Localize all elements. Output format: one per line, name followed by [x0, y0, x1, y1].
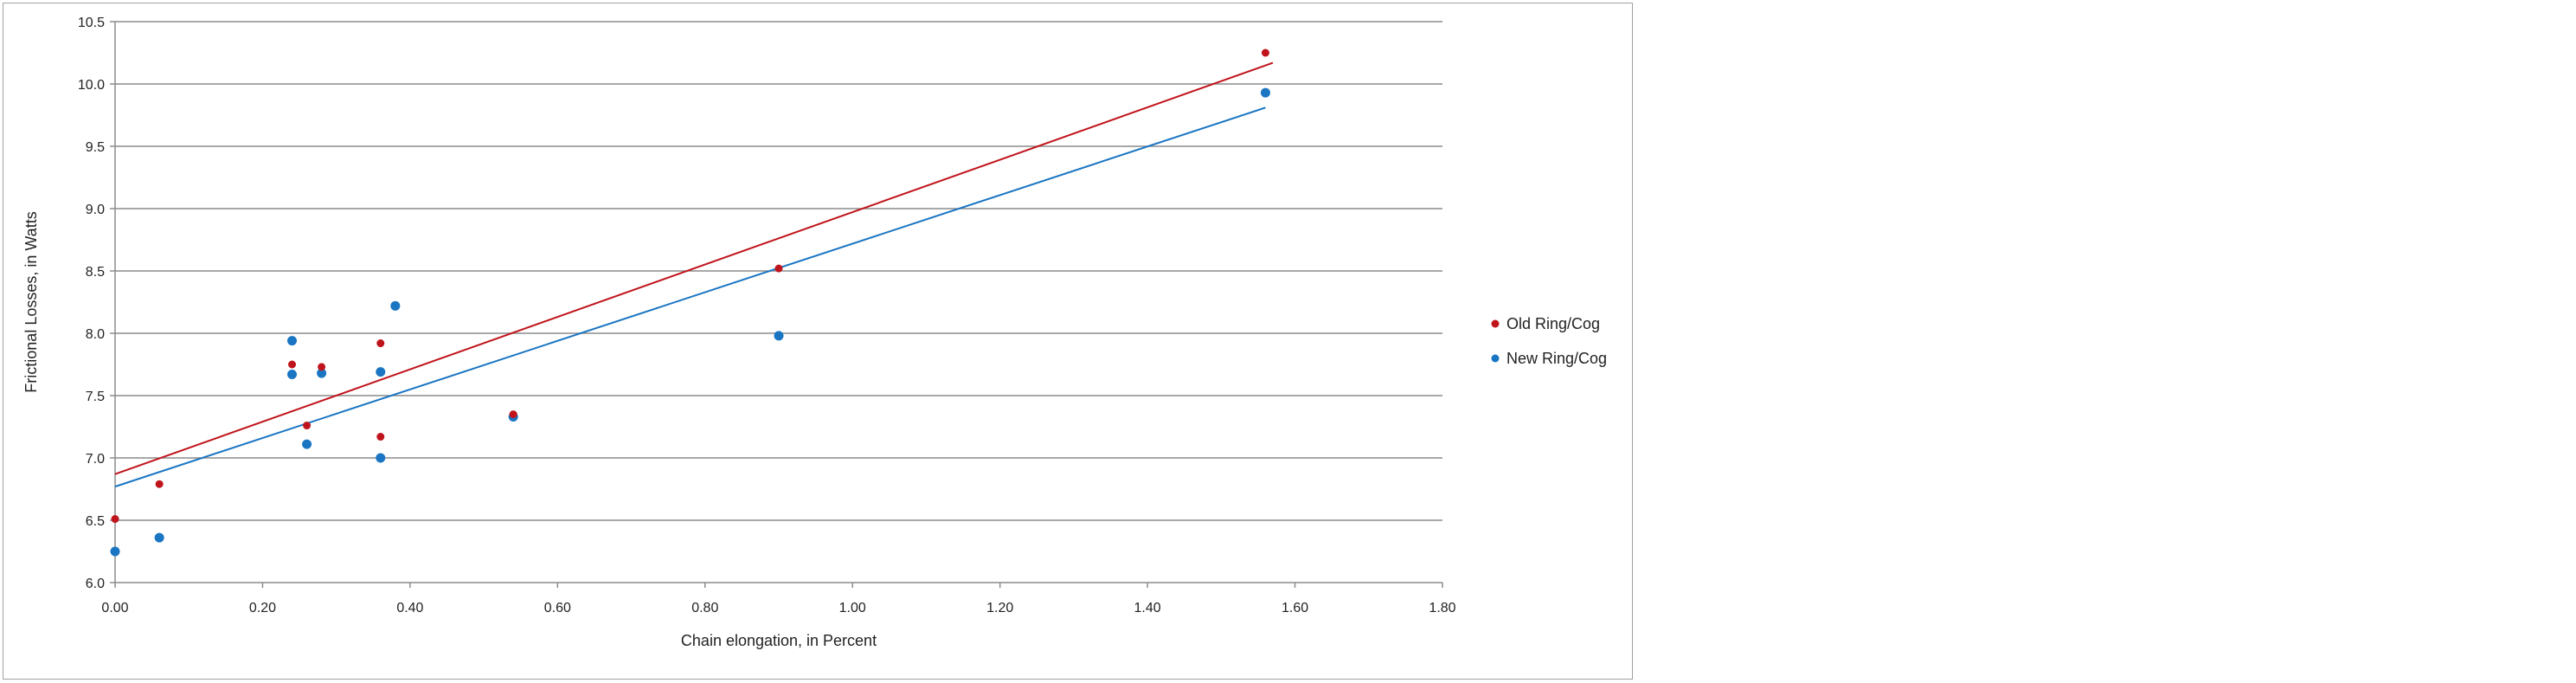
y-axis-label: Frictional Losses, in Watts [22, 211, 40, 392]
x-axis-label: Chain elongation, in Percent [681, 632, 877, 649]
data-point [390, 300, 401, 311]
data-point [376, 433, 385, 441]
x-tick-label: 0.20 [249, 601, 276, 615]
legend: Old Ring/Cog New Ring/Cog [1491, 315, 1607, 367]
data-point [303, 422, 312, 430]
legend-label: Old Ring/Cog [1506, 315, 1600, 332]
data-point [1261, 48, 1269, 57]
x-tick-label: 1.20 [986, 601, 1013, 615]
data-point [509, 410, 517, 419]
y-tick-label: 6.0 [86, 577, 105, 591]
data-point [155, 480, 164, 488]
chart-area [3, 3, 1633, 680]
y-tick-label: 10.0 [78, 78, 105, 93]
x-tick-label: 0.80 [691, 601, 718, 615]
y-tick-label: 6.5 [86, 514, 105, 529]
y-tick-label: 8.5 [86, 265, 105, 280]
x-tick-label: 0.40 [396, 601, 423, 615]
data-point [110, 546, 120, 557]
data-point [287, 370, 298, 380]
y-tick-label: 10.5 [78, 16, 105, 30]
legend-marker [1491, 354, 1500, 363]
y-tick-label: 8.0 [86, 327, 105, 342]
trendline-old [114, 61, 1274, 475]
data-point [1260, 87, 1270, 98]
y-tick-label: 7.5 [86, 390, 105, 404]
data-point [111, 515, 119, 524]
data-point [287, 336, 298, 346]
legend-label: New Ring/Cog [1506, 350, 1607, 367]
y-tick-label: 7.0 [86, 452, 105, 467]
data-point [317, 368, 327, 378]
legend-marker [1491, 319, 1500, 328]
x-tick-label: 1.00 [839, 601, 866, 615]
x-tick-label: 1.80 [1429, 601, 1455, 615]
x-tick-label: 0.00 [101, 601, 128, 615]
data-point [318, 363, 326, 371]
data-point [774, 331, 784, 341]
data-point [376, 339, 385, 348]
data-point [774, 264, 783, 273]
y-tick-label: 9.0 [86, 203, 105, 217]
x-tick-label: 0.60 [544, 601, 571, 615]
trendline-new [114, 106, 1266, 488]
x-tick-label: 1.60 [1282, 601, 1308, 615]
data-point [288, 360, 297, 369]
x-tick-label: 1.40 [1134, 601, 1161, 615]
data-point [302, 439, 312, 449]
y-tick-label: 9.5 [86, 140, 105, 155]
data-point [376, 367, 386, 377]
data-point [376, 453, 386, 463]
data-point [154, 532, 164, 543]
